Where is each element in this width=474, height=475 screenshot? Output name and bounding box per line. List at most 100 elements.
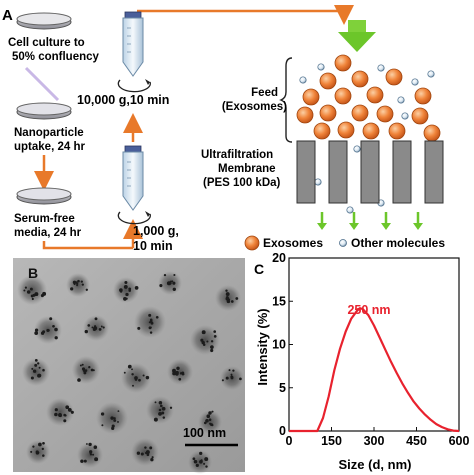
micrograph-dot <box>91 326 94 329</box>
micrograph-dot <box>225 289 228 292</box>
micrograph-dot <box>232 369 235 372</box>
legend-exosome-icon <box>244 235 260 251</box>
membrane-label-line1: Ultrafiltration <box>201 149 273 161</box>
micrograph-dot <box>64 414 67 417</box>
micrograph-dot <box>30 376 34 380</box>
micrograph-dot <box>111 424 115 428</box>
micrograph-dot <box>92 369 95 372</box>
micrograph-cluster <box>131 438 159 466</box>
micrograph-dot <box>201 330 206 335</box>
micrograph-dot <box>93 325 97 328</box>
micrograph-dot <box>123 371 126 374</box>
micrograph-dot <box>162 416 166 419</box>
micrograph-dot <box>72 280 77 285</box>
micrograph-dot <box>158 408 162 412</box>
micrograph-dot <box>30 450 33 453</box>
micrograph-dot <box>92 453 95 456</box>
micrograph-dot <box>210 348 214 353</box>
micrograph-dot <box>79 364 82 367</box>
micrograph-dot <box>87 324 91 327</box>
micrograph-dot <box>58 413 62 417</box>
step-1-line1: Cell culture to <box>8 37 85 49</box>
micrograph-dot <box>29 287 33 291</box>
micrograph-dot <box>179 372 183 375</box>
micrograph-dot <box>123 297 127 301</box>
micrograph-dot <box>149 326 152 329</box>
micrograph-dot <box>94 317 98 321</box>
y-tick-label: 15 <box>272 294 286 308</box>
micrograph-dot <box>200 460 203 463</box>
micrograph-dot <box>119 290 123 293</box>
step-3-line1: Serum-free <box>14 213 75 225</box>
micrograph-dot <box>83 459 87 463</box>
micrograph-dot <box>144 446 147 449</box>
micrograph-dot <box>54 336 58 340</box>
micrograph-dot <box>65 405 70 410</box>
micrograph-cluster <box>113 277 139 303</box>
step-2-line1: Nanoparticle <box>14 127 84 139</box>
step-3-line2: media, 24 hr <box>14 227 82 239</box>
micrograph-dot <box>211 410 214 413</box>
micrograph-dot <box>175 370 179 375</box>
micrograph-dot <box>24 286 27 289</box>
micrograph-dot <box>85 288 88 291</box>
micrograph-dot <box>42 291 47 296</box>
panel-b: B 100 nm <box>13 258 245 474</box>
micrograph-dot <box>42 441 45 445</box>
micrograph-dot <box>98 327 102 331</box>
micrograph-dot <box>225 296 230 301</box>
micrograph-dot <box>158 411 162 416</box>
micrograph-dot <box>134 378 138 381</box>
micrograph-dot <box>173 273 176 277</box>
panel-b-label: B <box>28 265 38 281</box>
micrograph-dot <box>239 377 242 381</box>
micrograph-dot <box>150 458 154 462</box>
micrograph-dot <box>117 410 120 413</box>
rotation-arrowhead-2-icon <box>145 211 150 217</box>
panel-a-label: A <box>2 7 13 24</box>
micrograph-dot <box>37 373 41 378</box>
micrograph-dot <box>76 284 79 287</box>
micrograph-dot <box>171 280 174 283</box>
micrograph-dot <box>138 378 141 382</box>
micrograph-dot <box>31 297 34 301</box>
micrograph-dot <box>89 450 93 454</box>
micrograph-dot <box>230 300 234 303</box>
x-tick-label: 300 <box>364 434 385 448</box>
micrograph-dot <box>67 407 72 412</box>
micrograph-dot <box>89 452 92 455</box>
micrograph-dot <box>210 423 213 427</box>
micrograph-dot <box>32 293 36 297</box>
micrograph-dot <box>137 326 141 330</box>
membrane-label-line3: (PES 100 kDa) <box>203 177 281 189</box>
micrograph-dot <box>131 373 134 376</box>
micrograph-dot <box>34 363 38 367</box>
micrograph-dot <box>34 331 39 335</box>
micrograph-dot <box>113 419 117 422</box>
micrograph-dot <box>205 419 209 423</box>
micrograph-dot <box>163 273 167 277</box>
micrograph-dot <box>159 284 163 288</box>
panel-c: C Intensity (%) Size (d, nm) 0 150 300 450 6… <box>254 251 469 472</box>
chart-series <box>289 307 460 433</box>
micrograph-dot <box>158 400 163 405</box>
micrograph-dot <box>80 459 84 463</box>
micrograph-dot <box>168 281 172 285</box>
micrograph-dot <box>52 324 55 328</box>
micrograph-dot <box>149 446 153 450</box>
micrograph-dot <box>124 280 128 285</box>
micrograph-dot <box>136 451 141 455</box>
micrograph-dot <box>169 406 173 409</box>
legend-molecule-icon <box>339 239 347 247</box>
micrograph-dot <box>225 292 230 297</box>
micrograph-dot <box>34 359 38 362</box>
micrograph-dot <box>81 367 86 371</box>
x-axis-label: Size (d, nm) <box>339 457 412 472</box>
micrograph-dot <box>148 313 152 317</box>
culture-dish-2 <box>16 102 72 120</box>
micrograph-dot <box>201 340 205 345</box>
chart-ticks: 0 150 300 450 600 0 5 10 15 20 <box>272 251 469 448</box>
y-tick-label: 5 <box>279 381 286 395</box>
micrograph-dot <box>159 404 163 408</box>
micrograph-dot <box>132 384 134 387</box>
